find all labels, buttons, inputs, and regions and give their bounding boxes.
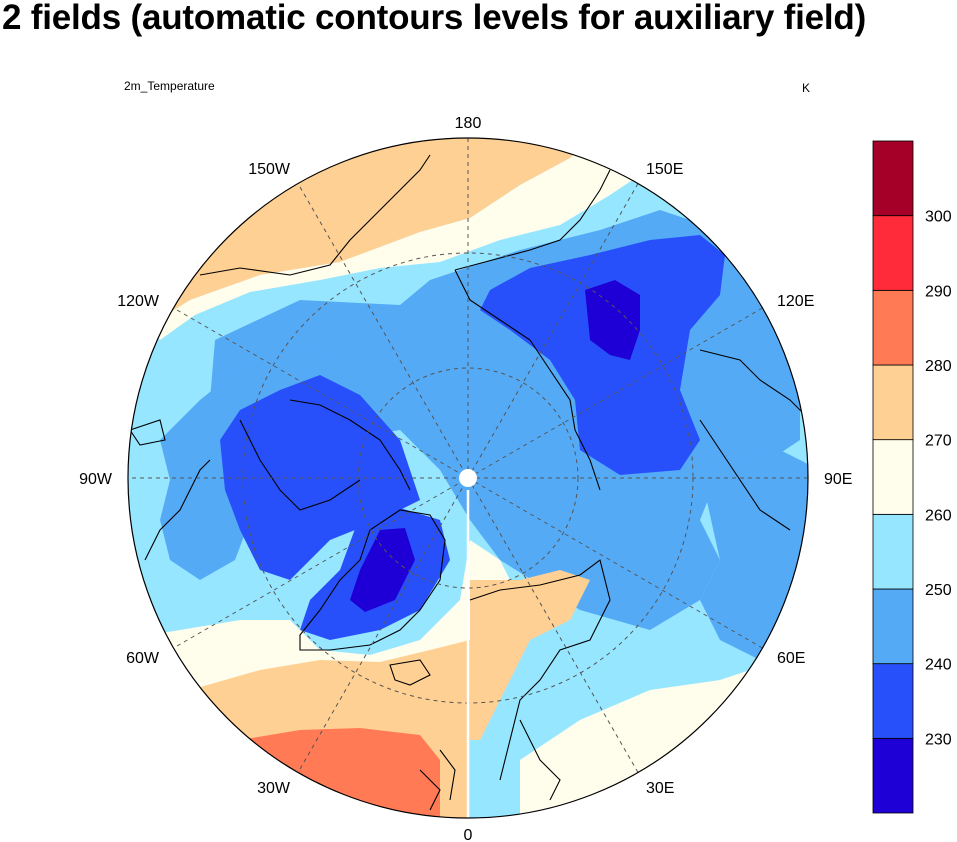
lon-label-60e: 60E bbox=[777, 650, 805, 667]
colorbar-swatch bbox=[872, 364, 914, 441]
lon-label-120w: 120W bbox=[117, 293, 160, 310]
colorbar: 230 240 250 260 270 280 290 300 bbox=[872, 140, 952, 814]
lon-label-90e: 90E bbox=[824, 471, 852, 488]
band-220-230-greenland bbox=[350, 528, 415, 612]
coastlines bbox=[129, 154, 808, 811]
lon-label-60w: 60W bbox=[126, 650, 160, 667]
band-220-230-siberia bbox=[585, 280, 640, 360]
map-border bbox=[127, 137, 809, 819]
colorbar-swatch bbox=[872, 140, 914, 217]
longitude-labels: 180 150E 120E 90E 60E 30E 0 30W 60W 90W … bbox=[79, 115, 852, 842]
colorbar-tick-label: 240 bbox=[925, 657, 952, 674]
field-name-label: 2m_Temperature bbox=[124, 79, 215, 93]
pole-marker bbox=[459, 469, 477, 487]
lon-label-90w: 90W bbox=[79, 471, 113, 488]
colorbar-tick-label: 300 bbox=[925, 209, 952, 226]
plot-title: 2 fields (automatic contours levels for … bbox=[2, 0, 867, 37]
colorbar-swatch bbox=[872, 215, 914, 291]
band-270-280-scandinavia bbox=[470, 570, 590, 740]
lon-label-30e: 30E bbox=[646, 780, 674, 797]
colorbar-tick-label: 260 bbox=[925, 507, 952, 524]
band-260-270-pacific bbox=[150, 138, 640, 340]
colorbar-swatch bbox=[872, 289, 914, 366]
lon-label-180: 180 bbox=[455, 115, 482, 132]
colorbar-swatch bbox=[872, 439, 914, 515]
lon-label-150w: 150W bbox=[248, 161, 291, 178]
band-230-240-siberia bbox=[480, 235, 725, 475]
lon-label-30w: 30W bbox=[257, 780, 291, 797]
lon-label-0: 0 bbox=[464, 827, 473, 842]
lon-label-120e: 120E bbox=[777, 293, 814, 310]
colorbar-swatch bbox=[872, 588, 914, 665]
colorbar-tick-label: 270 bbox=[925, 433, 952, 450]
colorbar-tick-label: 280 bbox=[925, 358, 952, 375]
colorbar-tick-label: 290 bbox=[925, 283, 952, 300]
colorbar-swatch bbox=[872, 737, 914, 814]
colorbar-swatch bbox=[872, 513, 914, 590]
colorbar-swatch bbox=[872, 663, 914, 739]
colorbar-tick-label: 250 bbox=[925, 582, 952, 599]
units-label: K bbox=[802, 81, 811, 95]
colorbar-tick-label: 230 bbox=[925, 731, 952, 748]
lon-label-150e: 150E bbox=[646, 161, 683, 178]
